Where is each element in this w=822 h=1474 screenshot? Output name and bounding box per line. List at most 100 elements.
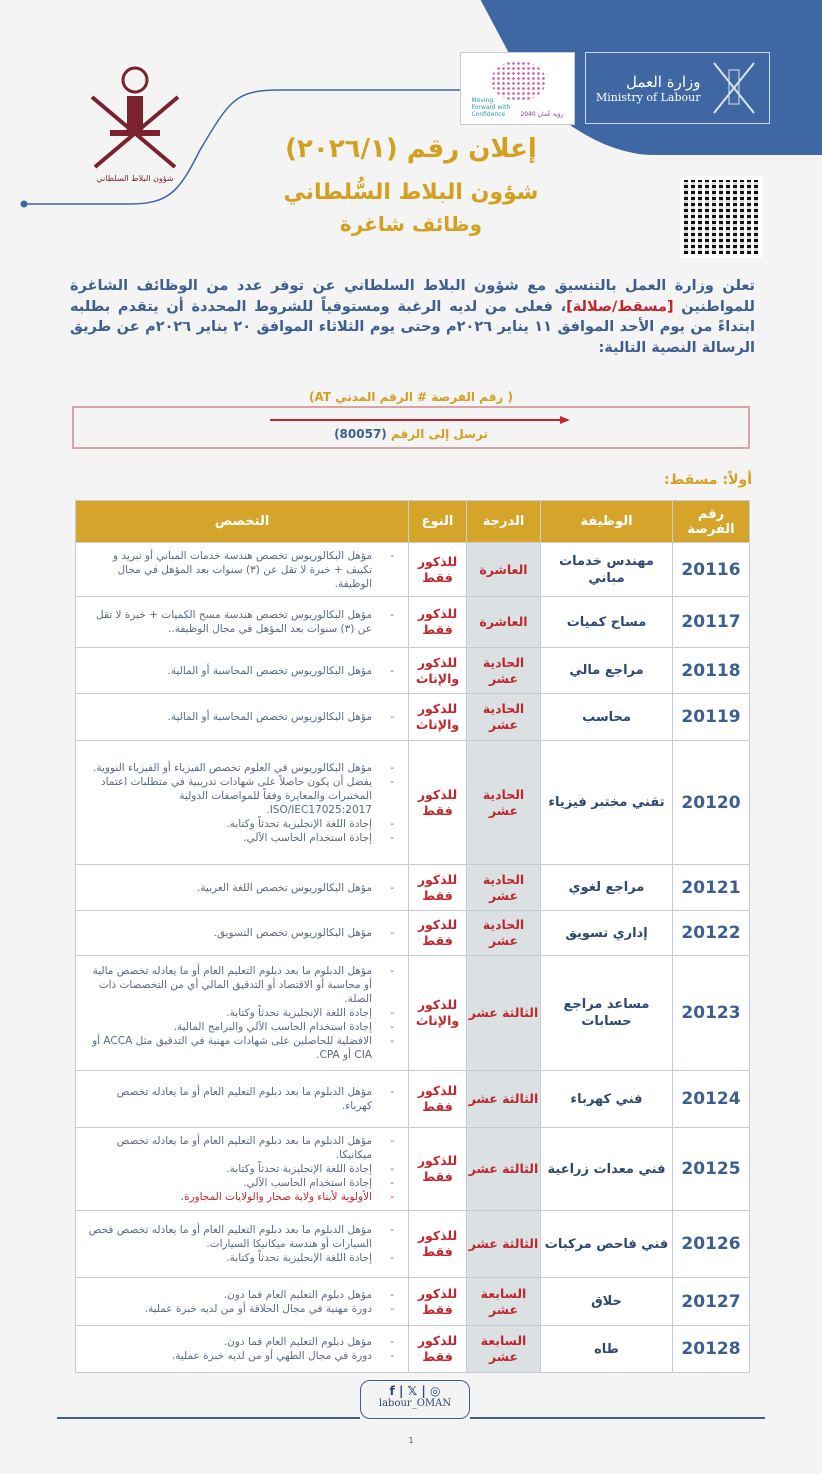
cell-job: مراجع لغوي [540,864,673,911]
x-icon[interactable]: 𝕏 [407,1384,418,1398]
cell-job: طاه [540,1325,673,1373]
cell-grade: الحادية عشر [466,864,541,911]
spec-item: دورة مهنية في مجال الحلاقة أو من لديه خب… [86,1302,400,1316]
cell-spec: مؤهل الدبلوم ما بعد دبلوم التعليم العام … [75,1210,409,1278]
page-subtitle: شؤون البلاط السُّلطاني [283,180,539,205]
spec-item: مؤهل البكالوريوس تخصص المحاسبة أو المالي… [86,664,400,678]
instagram-icon[interactable]: ◎ [429,1384,441,1398]
spec-item: مؤهل البكالوريوس تخصص هندسة خدمات المبان… [86,549,400,591]
royal-court-emblem: شؤون البلاط السلطاني [80,62,190,183]
column-header: رقم الفرصة [672,500,750,543]
cell-num: 20122 [672,910,750,956]
cell-type: للذكور والإناث [408,693,467,741]
announcement-title: إعلان رقم (٢٠٢٦/١) [285,134,537,164]
cell-spec: مؤهل البكالوريوس تخصص هندسة مسح الكميات … [75,596,409,648]
cell-spec: مؤهل الدبلوم ما بعد دبلوم التعليم العام … [75,1127,409,1211]
spec-item: مؤهل الدبلوم ما بعد دبلوم التعليم العام … [86,1134,400,1162]
sms-box-border [72,406,750,449]
section-title: أولاً: مسقط: [664,472,752,488]
cell-job: فني كهرباء [540,1070,673,1128]
cell-type: للذكور فقط [408,1210,467,1278]
cell-type: للذكور فقط [408,1325,467,1373]
table-row: 20123 مساعد مراجع حسابات الثالثة عشر للذكور… [75,955,750,1071]
cell-job: تقني مختبر فيزياء [540,740,673,865]
spec-item: مؤهل البكالوريوس في العلوم تخصص الفيزياء… [86,761,400,775]
cell-job: مهندس خدمات مباني [540,542,673,597]
spec-item: إجادة اللغة الإنجليزية تحدثاً وكتابة. [86,1006,400,1020]
khanjar-emblem-icon [713,62,755,114]
spec-item: إجادة اللغة الإنجليزية تحدثاً وكتابة. [86,1251,400,1265]
cell-type: للذكور فقط [408,596,467,648]
spec-item: مؤهل البكالوريوس تخصص التسويق. [86,926,400,940]
spec-item: مؤهل دبلوم التعليم العام فما دون. [86,1288,400,1302]
cell-grade: الحادية عشر [466,910,541,956]
spec-item: إجادة استخدام الحاسب الآلي والبرامج الما… [86,1020,400,1034]
sms-format: ( رقم الفرصة # الرقم المدني AT) [309,390,513,404]
footer-line [470,1417,765,1419]
spec-item: الافضلية للحاصلين على شهادات مهنية في ال… [86,1034,400,1062]
footer-line [57,1417,360,1419]
cell-type: للذكور فقط [408,864,467,911]
cell-spec: مؤهل البكالوريوس تخصص اللغة العربية. [75,864,409,911]
arrow-icon [270,416,570,424]
cell-grade: الحادية عشر [466,740,541,865]
cell-job: مساح كميات [540,596,673,648]
column-header: الوظيفة [540,500,673,543]
spec-item: إجادة استخدام الحاسب الآلي. [86,831,400,845]
cell-num: 20118 [672,647,750,694]
cell-type: للذكور فقط [408,1127,467,1211]
cell-job: مساعد مراجع حسابات [540,955,673,1071]
cell-num: 20120 [672,740,750,865]
cell-num: 20117 [672,596,750,648]
cell-spec: مؤهل البكالوريوس في العلوم تخصص الفيزياء… [75,740,409,865]
spec-item: مؤهل الدبلوم ما بعد دبلوم التعليم العام … [86,1085,400,1113]
cell-type: للذكور فقط [408,1277,467,1326]
cell-spec: مؤهل البكالوريوس تخصص المحاسبة أو المالي… [75,647,409,694]
spec-item: مؤهل دبلوم التعليم العام فما دون. [86,1335,400,1349]
ministry-of-labour-logo: وزارة العمل Ministry of Labour [585,52,770,124]
column-header: الدرجة [466,500,541,543]
spec-item: دورة في مجال الطهي أو من لديه خبرة عملية… [86,1349,400,1363]
cell-num: 20123 [672,955,750,1071]
cell-num: 20124 [672,1070,750,1128]
cell-num: 20127 [672,1277,750,1326]
cell-job: إداري تسويق [540,910,673,956]
spec-item: مؤهل الدبلوم ما بعد دبلوم التعليم العام … [86,964,400,1006]
table-row: 20125 فني معدات زراعية الثالثة عشر للذكور ف… [75,1127,750,1211]
table-row: 20126 فني فاحص مركبات الثالثة عشر للذكور فق… [75,1210,750,1278]
cell-type: للذكور والإناث [408,955,467,1071]
cell-grade: الثالثة عشر [466,1210,541,1278]
cell-grade: العاشرة [466,542,541,597]
cell-spec: مؤهل البكالوريوس تخصص هندسة خدمات المبان… [75,542,409,597]
cell-num: 20128 [672,1325,750,1373]
cell-grade: السابعة عشر [466,1325,541,1373]
spec-priority-note: الأولوية لأبناء ولاية صحار والولايات الم… [86,1190,400,1204]
spec-item: إجادة استخدام الحاسب الآلي. [86,1176,400,1190]
cell-type: للذكور فقط [408,1070,467,1128]
cell-spec: مؤهل الدبلوم ما بعد دبلوم التعليم العام … [75,1070,409,1128]
royal-emblem-icon [90,66,180,169]
cell-type: للذكور والإناث [408,647,467,694]
cell-job: حلاق [540,1277,673,1326]
social-handle: labour_OMAN [378,1398,452,1409]
cell-grade: العاشرة [466,596,541,648]
cell-grade: الثالثة عشر [466,1127,541,1211]
social-links[interactable]: f | 𝕏 | ◎ labour_OMAN [360,1380,470,1419]
table-row: 20120 تقني مختبر فيزياء الحادية عشر للذكور … [75,740,750,865]
sms-send-to: ترسل إلى الرقم (80057) [334,427,488,441]
qr-code[interactable] [680,176,762,258]
spec-item: مؤهل البكالوريوس تخصص المحاسبة أو المالي… [86,710,400,724]
spec-item: مؤهل البكالوريوس تخصص هندسة مسح الكميات … [86,608,400,636]
cell-spec: مؤهل البكالوريوس تخصص التسويق. [75,910,409,956]
oman-vision-2040-logo: Moving Forward with Confidence رؤية عُما… [460,52,575,125]
facebook-icon[interactable]: f [389,1384,395,1398]
intro-paragraph: تعلن وزارة العمل بالتنسيق مع شؤون البلاط… [70,278,755,356]
cell-spec: مؤهل البكالوريوس تخصص المحاسبة أو المالي… [75,693,409,741]
cell-spec: مؤهل دبلوم التعليم العام فما دون.دورة في… [75,1325,409,1373]
